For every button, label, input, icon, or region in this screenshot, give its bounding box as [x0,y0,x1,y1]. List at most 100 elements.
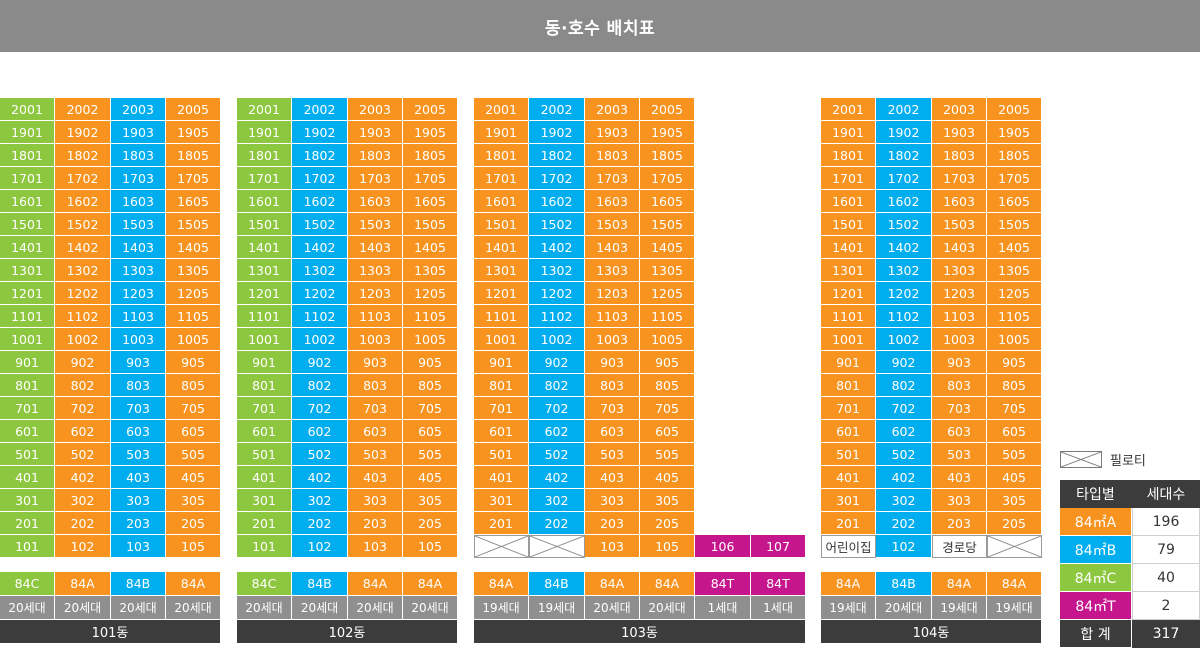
unit-cell: 1701 [0,167,55,190]
households-label: 1세대 [751,596,806,620]
unit-cell: 603 [932,420,987,443]
unit-cell: 902 [55,351,111,374]
unit-cell: 1905 [640,121,695,144]
households-label: 19세대 [987,596,1042,620]
unit-cell: 702 [876,397,932,420]
unit-cell: 1702 [292,167,348,190]
unit-cell: 305 [166,489,221,512]
unit-cell: 1301 [0,259,55,282]
unit-cell: 202 [529,512,585,535]
type-label: 84A [348,572,403,596]
unit-cell: 1703 [111,167,166,190]
unit-cell: 101 [0,535,55,558]
pilotis-cell [987,535,1042,558]
unit-cell: 1801 [821,144,876,167]
unit-cell: 1802 [876,144,932,167]
unit-cell: 1003 [348,328,403,351]
unit-cell: 1105 [987,305,1042,328]
unit-cell: 1303 [348,259,403,282]
unit-cell: 703 [348,397,403,420]
unit-cell: 1305 [987,259,1042,282]
households-label: 20세대 [876,596,932,620]
type-row: 84㎡B 79 [1060,536,1200,564]
header-type: 타입별 [1060,480,1132,508]
unit-cell: 701 [0,397,55,420]
unit-cell: 601 [0,420,55,443]
unit-cell: 1305 [640,259,695,282]
unit-cell: 1302 [529,259,585,282]
type-name: 84㎡T [1060,592,1132,620]
unit-cell: 1805 [166,144,221,167]
unit-cell: 2005 [166,98,221,121]
unit-cell: 1405 [166,236,221,259]
header-count: 세대수 [1132,480,1200,508]
unit-cell: 1002 [55,328,111,351]
unit-cell: 1503 [111,213,166,236]
unit-cell: 1801 [0,144,55,167]
facility-cell: 어린이집 [821,535,876,558]
unit-cell: 703 [932,397,987,420]
unit-cell: 1201 [0,282,55,305]
unit-cell: 902 [529,351,585,374]
pilotis-legend: 필로티 [1060,448,1146,470]
unit-cell: 1305 [403,259,458,282]
unit-cell: 805 [640,374,695,397]
unit-cell: 1205 [640,282,695,305]
unit-cell: 805 [403,374,458,397]
unit-cell: 1003 [585,328,640,351]
type-label: 84A [55,572,111,596]
unit-cell: 1701 [237,167,292,190]
unit-cell: 405 [987,466,1042,489]
unit-cell: 602 [876,420,932,443]
unit-cell: 705 [640,397,695,420]
unit-cell: 1901 [237,121,292,144]
unit-cell: 1901 [474,121,529,144]
unit-cell: 1601 [0,190,55,213]
households-label: 19세대 [932,596,987,620]
unit-cell: 1402 [55,236,111,259]
unit-cell: 1202 [529,282,585,305]
households-label: 20세대 [640,596,695,620]
unit-cell: 701 [474,397,529,420]
unit-cell: 1905 [166,121,221,144]
households-label: 20세대 [403,596,458,620]
unit-cell: 1303 [111,259,166,282]
unit-cell: 305 [640,489,695,512]
unit-cell: 1002 [292,328,348,351]
unit-cell: 1502 [529,213,585,236]
unit-cell: 1502 [876,213,932,236]
unit-cell: 1303 [932,259,987,282]
unit-cell: 605 [987,420,1042,443]
unit-cell: 2002 [529,98,585,121]
unit-cell: 302 [292,489,348,512]
unit-cell: 203 [932,512,987,535]
unit-cell: 1001 [474,328,529,351]
unit-cell: 1401 [474,236,529,259]
unit-cell: 305 [403,489,458,512]
unit-cell: 1802 [529,144,585,167]
unit-cell: 1801 [237,144,292,167]
households-label: 20세대 [292,596,348,620]
unit-cell: 2002 [876,98,932,121]
unit-cell: 1201 [821,282,876,305]
unit-cell: 1501 [0,213,55,236]
unit-cell: 401 [474,466,529,489]
unit-cell: 402 [529,466,585,489]
unit-cell: 503 [932,443,987,466]
unit-cell: 1603 [348,190,403,213]
unit-cell: 1203 [111,282,166,305]
unit-cell: 701 [237,397,292,420]
unit-cell: 1301 [821,259,876,282]
pilotis-cross-icon [1060,450,1102,468]
unit-cell: 903 [348,351,403,374]
unit-cell: 1605 [640,190,695,213]
unit-cell: 2003 [348,98,403,121]
unit-cell: 2005 [987,98,1042,121]
unit-cell: 1703 [585,167,640,190]
unit-cell: 1105 [166,305,221,328]
unit-cell: 2003 [111,98,166,121]
unit-cell: 1205 [166,282,221,305]
pilotis-cell [529,535,585,558]
unit-cell: 1301 [474,259,529,282]
unit-cell: 1602 [529,190,585,213]
